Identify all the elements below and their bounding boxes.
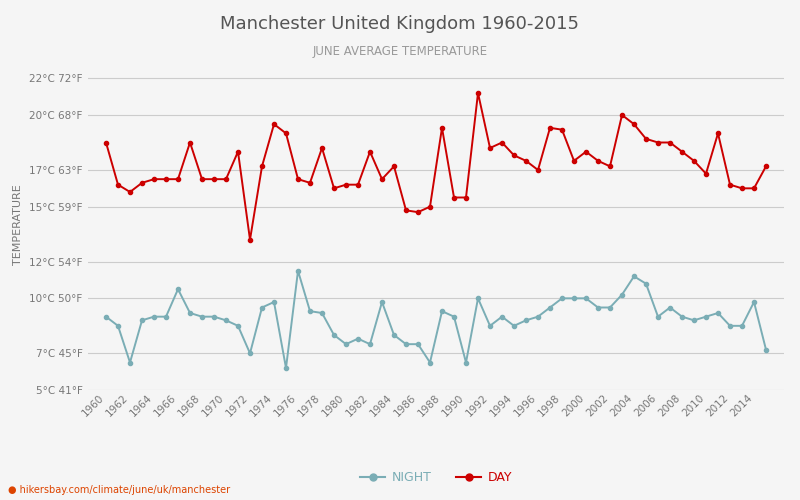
Text: JUNE AVERAGE TEMPERATURE: JUNE AVERAGE TEMPERATURE: [313, 45, 487, 58]
Legend: NIGHT, DAY: NIGHT, DAY: [355, 466, 517, 489]
Y-axis label: TEMPERATURE: TEMPERATURE: [14, 184, 23, 266]
Text: Manchester United Kingdom 1960-2015: Manchester United Kingdom 1960-2015: [221, 15, 579, 33]
Text: ● hikersbay.com/climate/june/uk/manchester: ● hikersbay.com/climate/june/uk/manchest…: [8, 485, 230, 495]
